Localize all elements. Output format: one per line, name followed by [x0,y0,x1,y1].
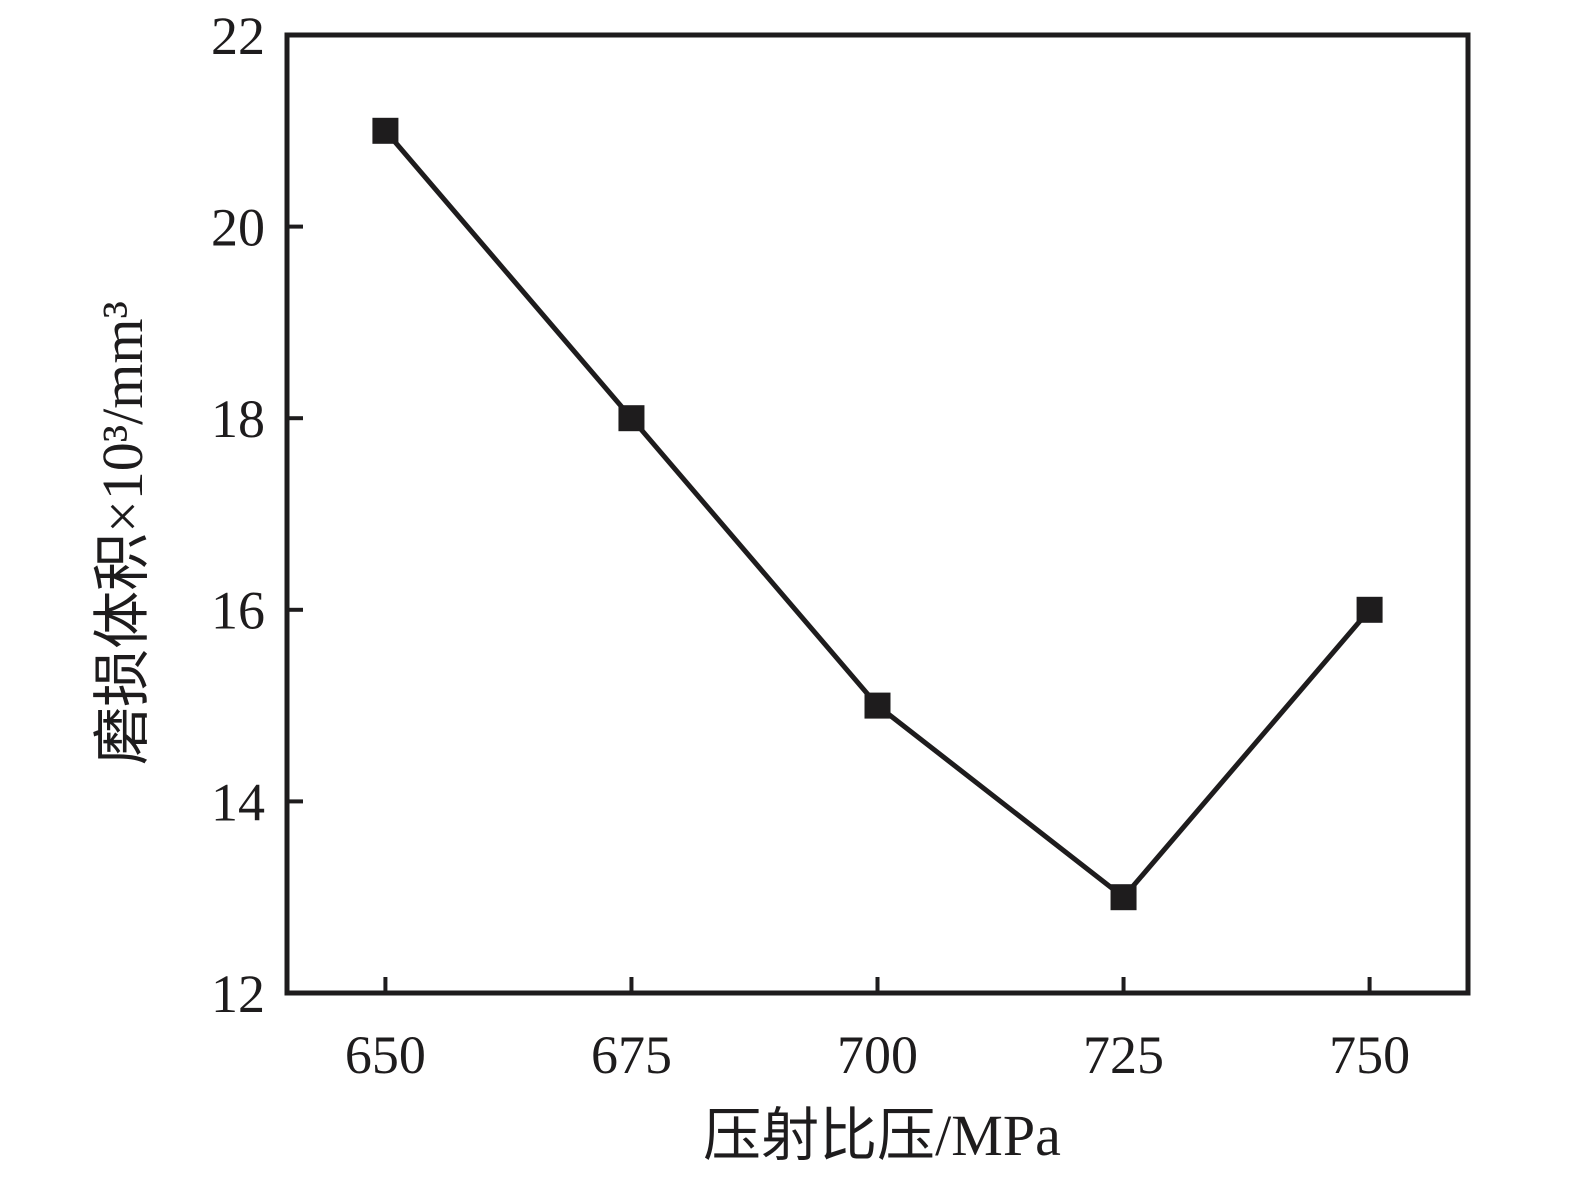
x-axis-title: 压射比压/MPa [703,1103,1061,1168]
data-series [372,117,1383,911]
y-tick-label: 18 [211,389,265,449]
data-point-marker [1356,596,1383,623]
y-tick-label: 14 [211,772,265,832]
axis-ticks [287,33,1372,995]
y-axis-title: 磨损体积×10³/mm³ [90,301,155,765]
y-tick-label: 20 [211,198,265,258]
data-point-marker [618,405,645,432]
data-point-marker [864,692,891,719]
y-tick-label: 16 [211,581,265,641]
x-tick-label: 700 [837,1025,918,1085]
x-tick-label: 675 [591,1025,672,1085]
data-point-marker [1110,884,1137,911]
axis-tick-labels: 650 675 700 725 750 12 14 16 18 20 22 [211,6,1410,1085]
x-tick-label: 750 [1329,1025,1410,1085]
y-tick-label: 22 [211,6,265,66]
x-tick-label: 725 [1083,1025,1164,1085]
series-line [383,129,1372,901]
data-point-marker [372,117,399,144]
plot-frame [284,32,1471,996]
y-tick-label: 12 [211,964,265,1024]
x-tick-label: 650 [345,1025,426,1085]
plot-border [284,32,1471,996]
